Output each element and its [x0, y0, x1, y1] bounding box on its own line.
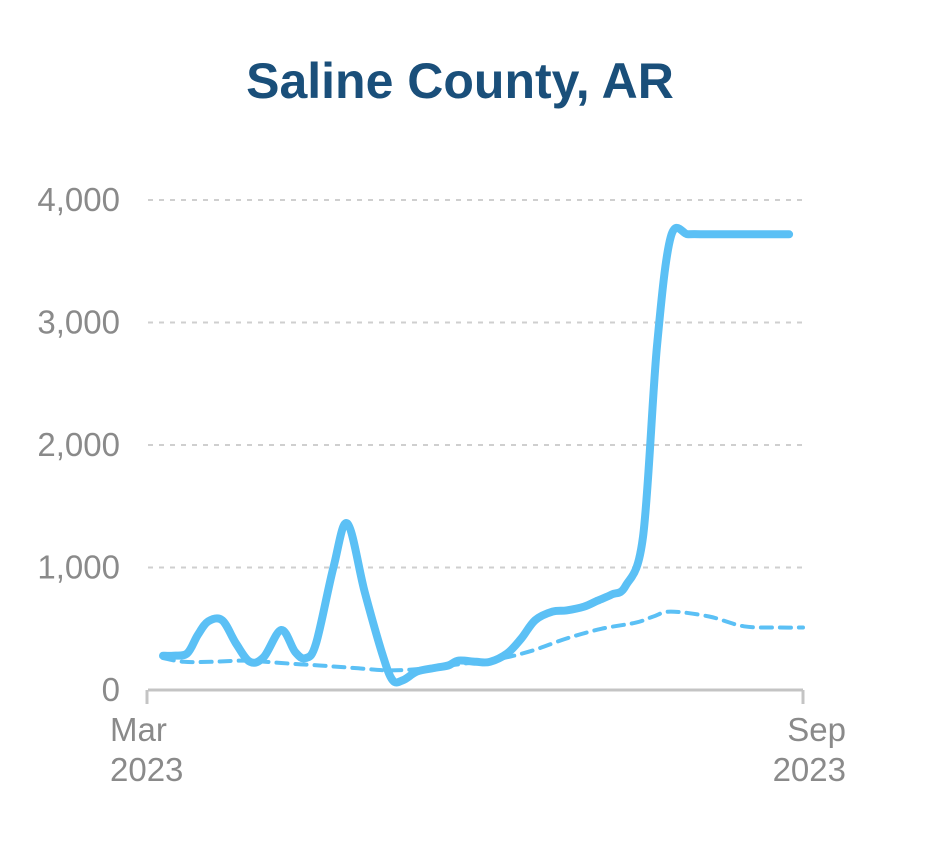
x-tick-label-year: 2023 [773, 751, 846, 788]
x-tick-label-month: Mar [110, 711, 167, 748]
y-tick-label: 4,000 [37, 181, 120, 218]
series-lines [159, 223, 805, 687]
y-tick-label: 1,000 [37, 549, 120, 586]
series-line-dashed [161, 609, 805, 673]
x-tick-label-month: Sep [787, 711, 846, 748]
y-axis-tick-labels: 0 1,000 2,000 3,000 4,000 [37, 181, 120, 708]
x-tick-label-year: 2023 [110, 751, 183, 788]
y-tick-label: 2,000 [37, 426, 120, 463]
chart-title: Saline County, AR [246, 53, 674, 109]
y-tick-label: 0 [102, 671, 120, 708]
gridlines [148, 199, 803, 569]
y-tick-label: 3,000 [37, 304, 120, 341]
